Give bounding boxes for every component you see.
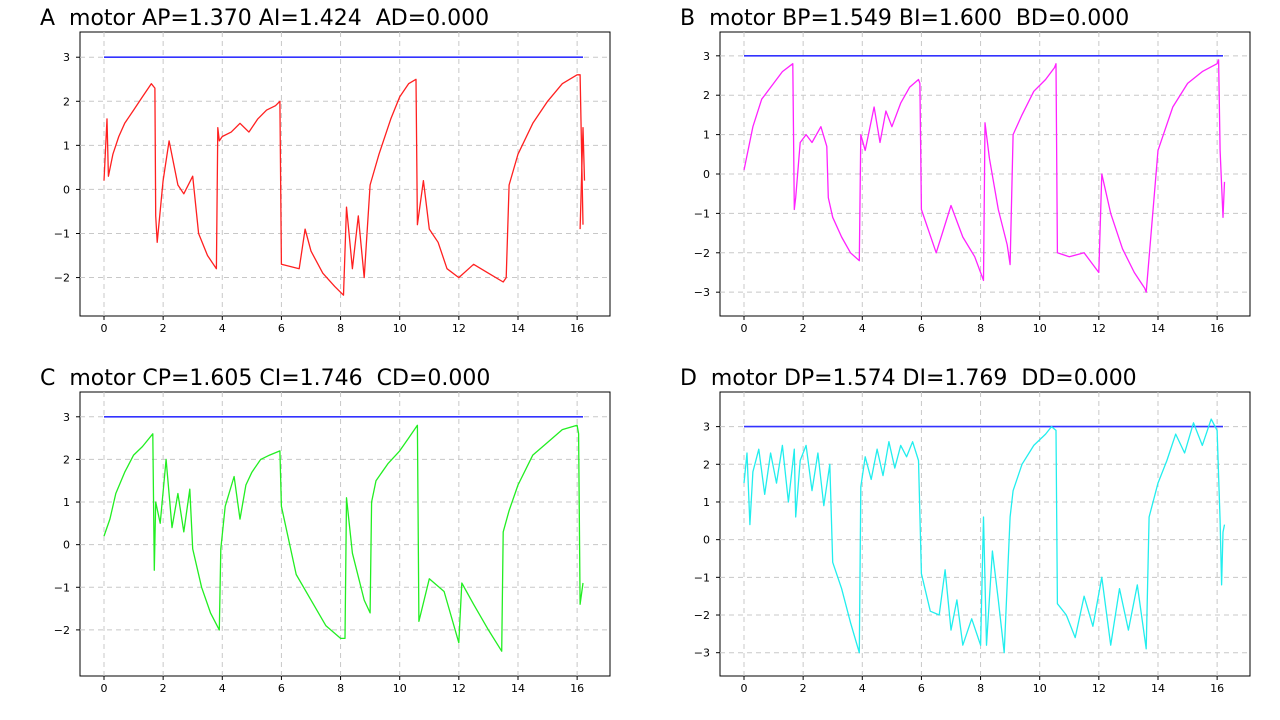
x-tick-label: 10 (1033, 322, 1047, 335)
y-tick-label: −1 (54, 581, 70, 594)
y-tick-label: 0 (703, 534, 710, 547)
y-tick-label: −1 (54, 227, 70, 240)
x-tick-label: 16 (1210, 322, 1224, 335)
y-tick-label: 2 (703, 458, 710, 471)
chart-panel-a: A motor AP=1.370 AI=1.424 AD=0.000 0 2 4 6 8… (0, 0, 640, 360)
x-tick-label: 10 (393, 322, 407, 335)
x-tick-label: 8 (977, 682, 984, 695)
x-tick-label: 10 (1033, 682, 1047, 695)
response-line (103, 424, 584, 652)
response-line (579, 127, 586, 230)
x-tick-label: 16 (1210, 682, 1224, 695)
x-tick-label: 6 (278, 322, 285, 335)
y-tick-label: 1 (63, 139, 70, 152)
y-tick-label: −1 (694, 207, 710, 220)
y-tick-label: 2 (703, 89, 710, 102)
x-tick-label: 2 (800, 322, 807, 335)
y-tick-label: 3 (703, 50, 710, 63)
chart-panel-c: C motor CP=1.605 CI=1.746 CD=0.000 0 2 4 6 8… (0, 360, 640, 720)
plot-frame (79, 31, 611, 317)
x-tick-label: 2 (160, 682, 167, 695)
chart-title: C motor CP=1.605 CI=1.746 CD=0.000 (40, 366, 491, 391)
y-tick-label: 0 (703, 168, 710, 181)
chart-title: B motor BP=1.549 BI=1.600 BD=0.000 (680, 6, 1130, 31)
response-line (743, 418, 1226, 654)
x-tick-label: 0 (741, 322, 748, 335)
x-tick-label: 4 (859, 322, 866, 335)
chart-title: D motor DP=1.574 DI=1.769 DD=0.000 (680, 366, 1137, 391)
y-tick-label: −3 (694, 286, 710, 299)
plot-frame (719, 391, 1251, 677)
x-tick-label: 10 (393, 682, 407, 695)
y-tick-label: −2 (54, 624, 70, 637)
y-tick-label: −3 (694, 647, 710, 660)
x-tick-label: 12 (452, 322, 466, 335)
x-tick-label: 14 (511, 322, 525, 335)
response-line (103, 74, 584, 296)
x-tick-label: 0 (101, 682, 108, 695)
chart-panel-d: D motor DP=1.574 DI=1.769 DD=0.000 0 2 4 6 8… (640, 360, 1280, 720)
x-tick-label: 12 (1092, 682, 1106, 695)
chart-title: A motor AP=1.370 AI=1.424 AD=0.000 (40, 6, 490, 31)
x-tick-label: 12 (1092, 322, 1106, 335)
y-tick-label: −2 (694, 247, 710, 260)
x-tick-label: 6 (278, 682, 285, 695)
x-tick-label: 12 (452, 682, 466, 695)
x-tick-label: 2 (800, 682, 807, 695)
x-tick-label: 16 (570, 682, 584, 695)
y-tick-label: 2 (63, 95, 70, 108)
y-tick-label: 0 (63, 539, 70, 552)
x-tick-label: 14 (1151, 322, 1165, 335)
x-tick-label: 8 (337, 322, 344, 335)
chart-panel-b: B motor BP=1.549 BI=1.600 BD=0.000 0 2 4 6 8… (640, 0, 1280, 360)
x-tick-label: 0 (101, 322, 108, 335)
y-tick-label: 3 (63, 411, 70, 424)
plot-frame (79, 391, 611, 677)
y-tick-label: 2 (63, 453, 70, 466)
y-tick-label: 0 (63, 183, 70, 196)
y-tick-label: 1 (703, 496, 710, 509)
x-tick-label: 2 (160, 322, 167, 335)
x-tick-label: 0 (741, 682, 748, 695)
x-tick-label: 4 (219, 682, 226, 695)
y-tick-label: 1 (703, 129, 710, 142)
x-tick-label: 8 (337, 682, 344, 695)
x-tick-label: 8 (977, 322, 984, 335)
x-tick-label: 14 (511, 682, 525, 695)
y-tick-label: 3 (703, 421, 710, 434)
x-tick-label: 16 (570, 322, 584, 335)
x-tick-label: 4 (219, 322, 226, 335)
x-tick-label: 4 (859, 682, 866, 695)
y-tick-label: 3 (63, 51, 70, 64)
x-tick-label: 6 (918, 682, 925, 695)
y-tick-label: −2 (54, 272, 70, 285)
y-tick-label: 1 (63, 496, 70, 509)
y-tick-label: −2 (694, 609, 710, 622)
response-line (743, 59, 1226, 293)
x-tick-label: 14 (1151, 682, 1165, 695)
y-tick-label: −1 (694, 571, 710, 584)
x-tick-label: 6 (918, 322, 925, 335)
